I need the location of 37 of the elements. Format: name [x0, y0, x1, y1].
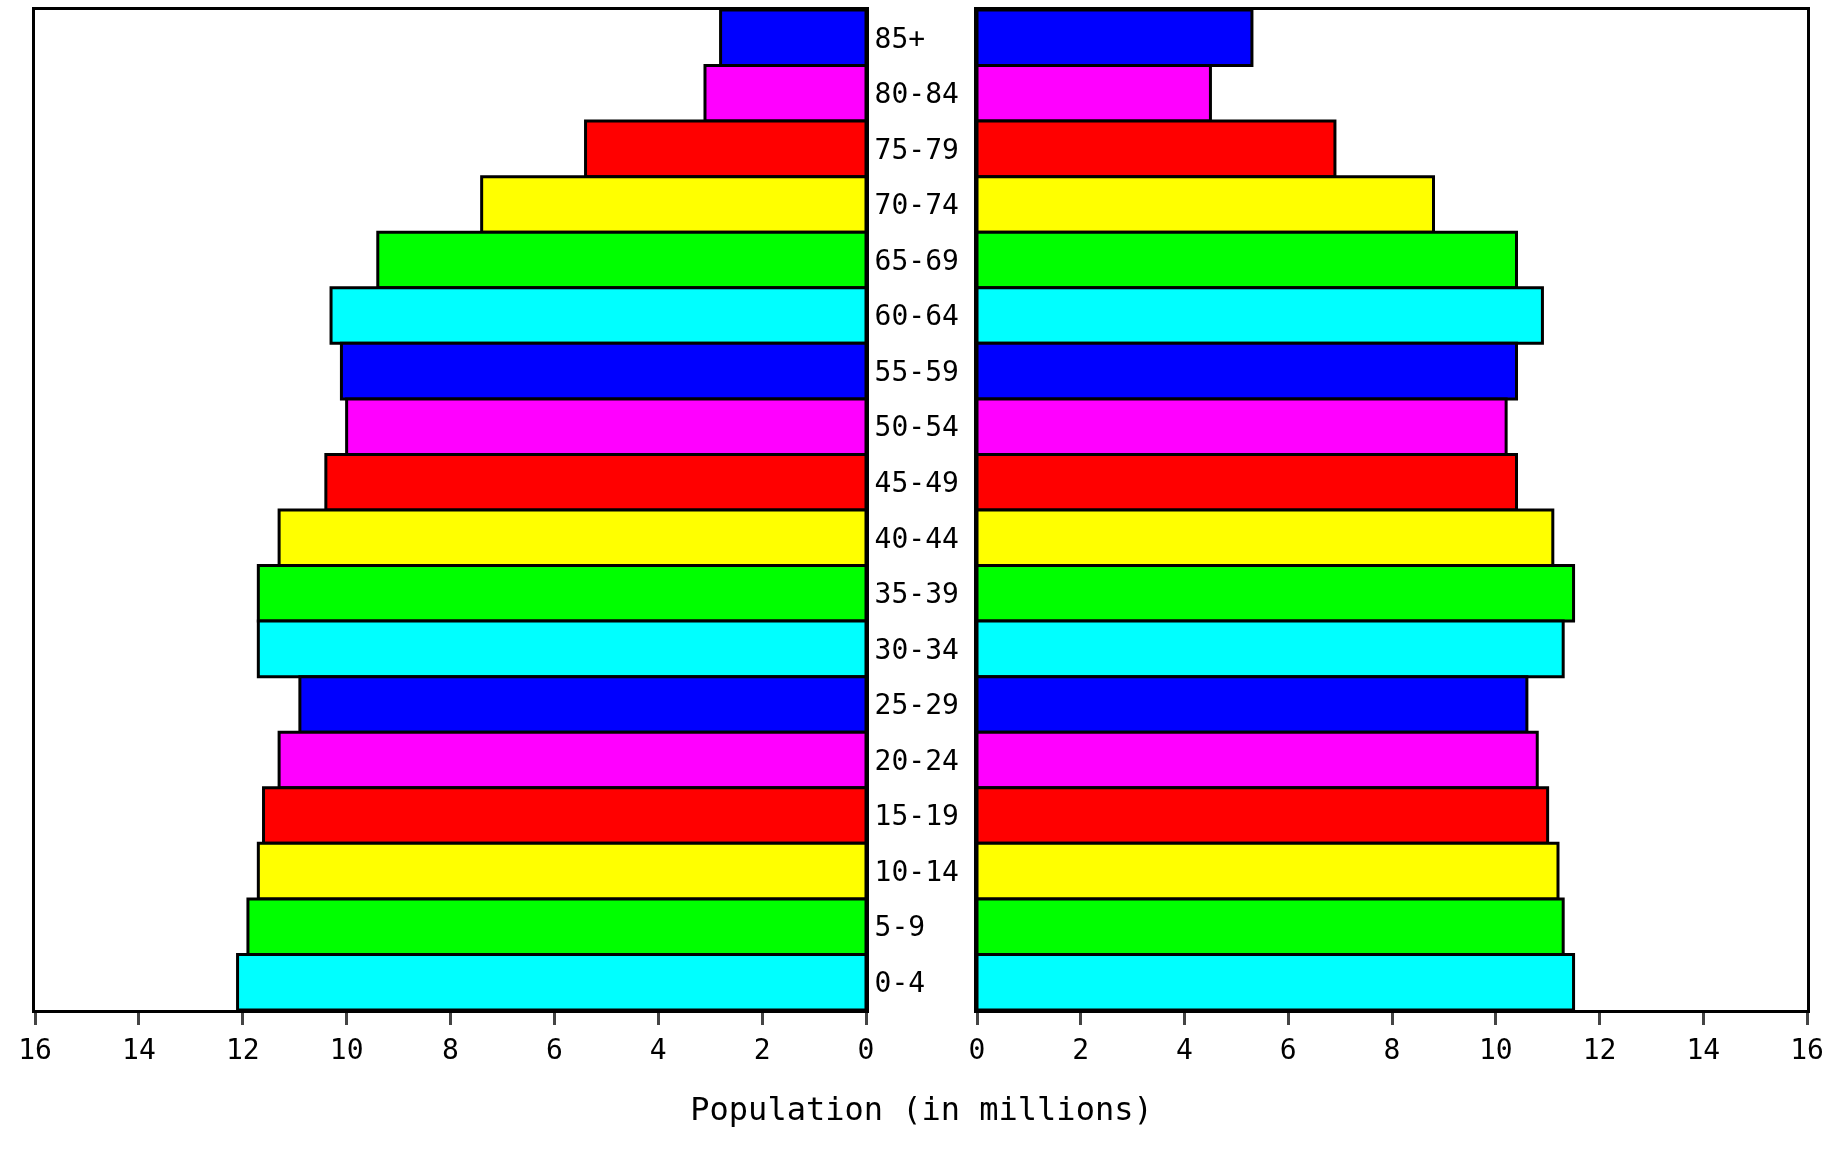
x-tick-label: 2 [1072, 1032, 1090, 1066]
y-tick-label: 30-34 [874, 632, 959, 666]
y-tick-label: 80-84 [874, 77, 959, 111]
x-axis-title: Population (in millions) [689, 1090, 1154, 1128]
y-tick-label: 75-79 [874, 132, 959, 166]
x-tick-label: 12 [225, 1032, 260, 1066]
y-tick-label: 50-54 [874, 410, 959, 444]
x-tick-label: 2 [753, 1032, 771, 1066]
x-tick-label: 10 [1478, 1032, 1513, 1066]
x-tick-label: 12 [1582, 1032, 1617, 1066]
y-tick-label: 20-24 [874, 743, 959, 777]
x-tick-label: 16 [1790, 1032, 1824, 1066]
x-tick-label: 8 [1383, 1032, 1401, 1066]
y-tick-label: 55-59 [874, 354, 959, 388]
x-tick-label: 6 [1279, 1032, 1297, 1066]
x-tick-label: 8 [442, 1032, 459, 1066]
x-tick-label: 4 [1176, 1032, 1193, 1066]
y-tick-label: 10-14 [874, 854, 959, 888]
x-tick-label: 10 [329, 1032, 364, 1066]
y-tick-label: 40-44 [874, 521, 959, 555]
x-tick-label: 16 [18, 1032, 52, 1066]
y-tick-label: 85+ [874, 21, 926, 55]
y-tick-label: 35-39 [874, 577, 959, 611]
x-tick-label: 0 [968, 1032, 986, 1066]
x-tick-label: 14 [122, 1032, 156, 1066]
y-tick-label: 60-64 [874, 299, 959, 333]
x-tick-label: 0 [857, 1032, 875, 1066]
y-tick-label: 15-19 [874, 799, 959, 833]
x-tick-label: 6 [545, 1032, 563, 1066]
y-tick-label: 5-9 [874, 910, 926, 944]
y-tick-label: 65-69 [874, 243, 959, 277]
x-tick-label: 4 [649, 1032, 667, 1066]
x-tick-label: 14 [1686, 1032, 1721, 1066]
y-tick-label: 25-29 [874, 688, 959, 722]
y-tick-label: 0-4 [874, 966, 926, 1000]
y-tick-label: 45-49 [874, 466, 959, 500]
y-tick-label: 70-74 [874, 188, 959, 222]
